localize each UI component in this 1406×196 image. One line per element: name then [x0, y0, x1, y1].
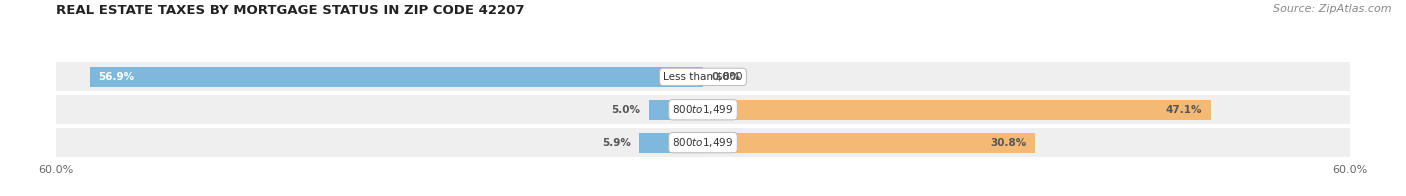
Bar — [703, 133, 1035, 152]
Text: 56.9%: 56.9% — [98, 72, 135, 82]
Text: 0.0%: 0.0% — [711, 72, 741, 82]
Bar — [650, 100, 703, 120]
Bar — [56, 128, 1350, 157]
Bar — [640, 133, 703, 152]
Text: 30.8%: 30.8% — [990, 138, 1026, 148]
Bar — [56, 95, 1350, 124]
Text: $800 to $1,499: $800 to $1,499 — [672, 103, 734, 116]
Bar — [703, 100, 1211, 120]
Text: Less than $800: Less than $800 — [664, 72, 742, 82]
Bar — [56, 62, 1350, 91]
Bar — [90, 67, 703, 87]
Text: 5.9%: 5.9% — [602, 138, 631, 148]
Text: REAL ESTATE TAXES BY MORTGAGE STATUS IN ZIP CODE 42207: REAL ESTATE TAXES BY MORTGAGE STATUS IN … — [56, 4, 524, 17]
Text: 5.0%: 5.0% — [612, 105, 641, 115]
Text: $800 to $1,499: $800 to $1,499 — [672, 136, 734, 149]
Text: 47.1%: 47.1% — [1166, 105, 1202, 115]
Text: Source: ZipAtlas.com: Source: ZipAtlas.com — [1274, 4, 1392, 14]
